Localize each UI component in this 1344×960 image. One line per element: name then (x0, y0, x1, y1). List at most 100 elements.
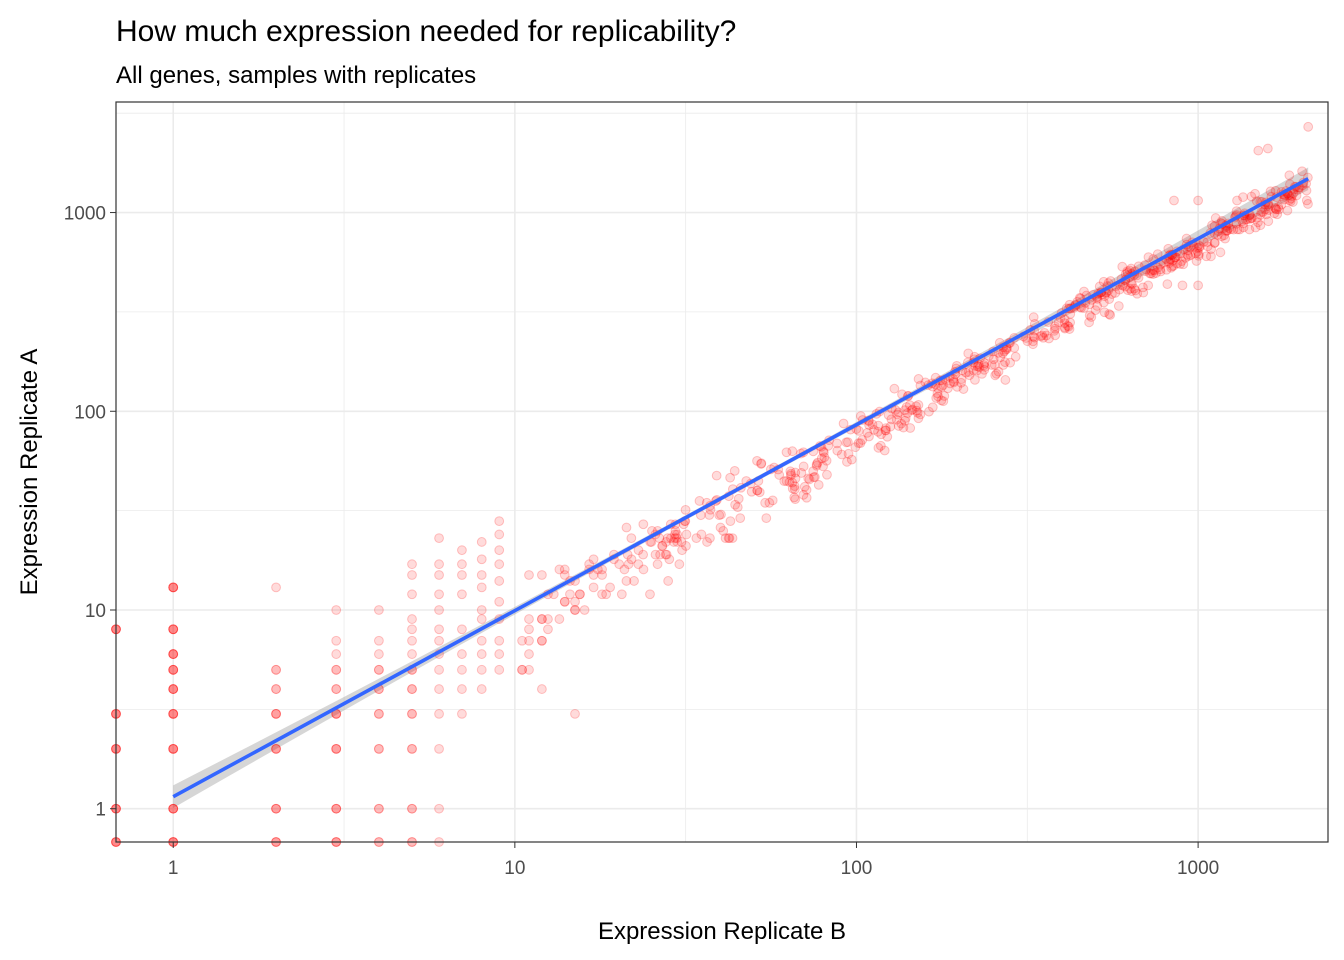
data-point (781, 447, 792, 458)
data-point (476, 684, 487, 694)
data-point (787, 477, 798, 488)
data-point (1143, 252, 1154, 263)
data-point (1059, 318, 1070, 329)
fit-line (172, 177, 1310, 799)
data-point (798, 461, 809, 472)
data-point (1146, 265, 1156, 276)
data-point (407, 709, 417, 719)
data-point (1028, 331, 1039, 342)
data-point (574, 589, 585, 600)
y-tick-label: 100 (74, 402, 106, 423)
data-point (517, 635, 527, 646)
data-point (890, 405, 901, 415)
data-point (457, 624, 467, 635)
data-point (796, 468, 807, 478)
data-point (960, 367, 971, 378)
data-point (958, 384, 969, 394)
data-point (570, 709, 580, 719)
data-point (1297, 166, 1308, 177)
data-point (676, 537, 687, 547)
data-point (681, 529, 692, 540)
data-point (1176, 256, 1187, 266)
data-point (1063, 321, 1074, 332)
data-point (614, 559, 625, 570)
data-point (476, 649, 487, 659)
data-point (559, 570, 570, 580)
data-point (1285, 196, 1296, 207)
data-point (991, 368, 1002, 379)
data-point (670, 526, 681, 536)
data-point (945, 378, 955, 389)
data-point (1234, 224, 1245, 235)
data-point (904, 400, 915, 411)
data-point (524, 614, 534, 624)
x-tick-label: 1 (168, 858, 179, 879)
data-point (1282, 205, 1293, 216)
data-point (1086, 312, 1097, 322)
data-point (711, 470, 722, 481)
data-point (434, 605, 444, 615)
data-point (1255, 220, 1266, 231)
data-point (948, 377, 959, 388)
data-point (668, 537, 679, 547)
x-tick-label: 1000 (1177, 858, 1219, 879)
data-point (811, 460, 822, 471)
data-point (374, 743, 384, 754)
data-point (1037, 330, 1048, 341)
data-point (1172, 258, 1182, 269)
data-point (1114, 284, 1125, 295)
data-point (880, 425, 891, 436)
data-point (1167, 261, 1177, 272)
data-point (864, 431, 874, 442)
data-point (434, 589, 444, 600)
data-point (1286, 191, 1297, 201)
data-point (1110, 288, 1121, 298)
data-point (457, 664, 467, 675)
data-point (862, 427, 873, 438)
data-point (168, 709, 179, 719)
data-point (1010, 351, 1021, 362)
data-point (1155, 264, 1166, 275)
data-point (633, 545, 644, 556)
data-point (1127, 279, 1137, 290)
data-point (1104, 309, 1115, 319)
data-point (1163, 256, 1174, 267)
data-point (331, 803, 342, 814)
data-point (898, 422, 909, 433)
data-point (168, 684, 179, 694)
data-point (168, 582, 179, 593)
data-point (168, 664, 179, 675)
data-point (787, 446, 798, 457)
data-point (963, 367, 974, 377)
data-point (271, 709, 281, 719)
panel-border (115, 101, 1329, 843)
data-point (1193, 195, 1204, 206)
data-point (638, 519, 649, 530)
data-point (900, 415, 910, 426)
data-point (434, 533, 444, 544)
data-point (407, 684, 417, 694)
data-point (271, 709, 281, 719)
data-point (1105, 310, 1116, 320)
data-point (579, 605, 590, 615)
data-point (843, 448, 854, 459)
data-point (681, 541, 691, 551)
data-point (1202, 237, 1213, 248)
data-point (168, 649, 179, 659)
data-point (407, 570, 417, 580)
data-point (809, 472, 820, 482)
data-point (832, 445, 843, 456)
data-point (570, 605, 580, 615)
data-point (808, 472, 819, 483)
data-point (1242, 214, 1253, 224)
data-point (818, 446, 829, 457)
data-point (1270, 203, 1281, 213)
data-point (1262, 143, 1273, 154)
data-point (434, 684, 444, 694)
data-point (1270, 204, 1281, 214)
data-point (168, 743, 179, 754)
data-point (889, 383, 900, 394)
data-point (787, 483, 798, 494)
data-point (271, 803, 281, 814)
